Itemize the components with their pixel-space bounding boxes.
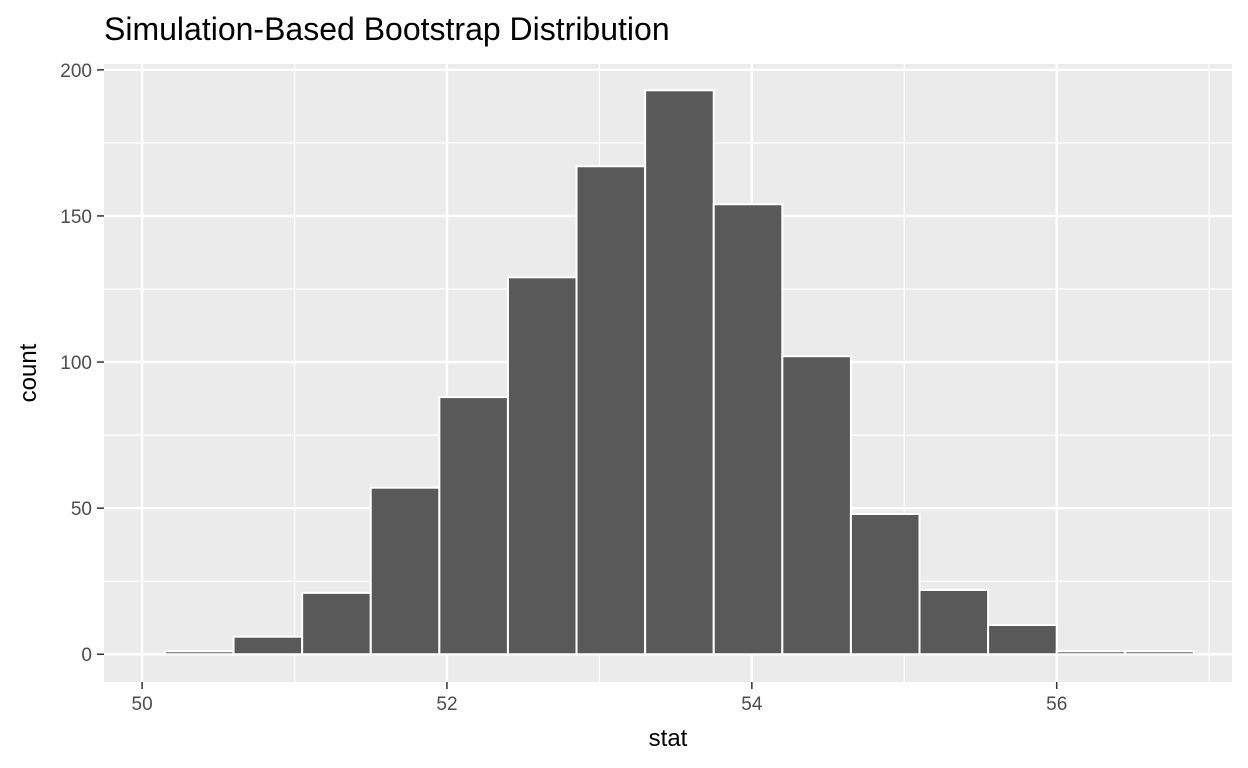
histogram-bar xyxy=(575,165,647,656)
histogram-bar xyxy=(232,635,304,656)
histogram-bar xyxy=(1124,650,1195,656)
x-axis-label: stat xyxy=(649,725,688,752)
y-tick-label: 0 xyxy=(81,645,92,666)
x-tick-label: 56 xyxy=(1046,694,1067,715)
y-tick-label: 50 xyxy=(71,499,92,520)
histogram-bar xyxy=(781,355,852,656)
y-axis-label: count xyxy=(15,343,42,402)
y-tick-label: 200 xyxy=(60,61,92,82)
y-tick-label: 100 xyxy=(60,353,92,374)
x-tick-label: 50 xyxy=(132,694,153,715)
histogram-bar xyxy=(301,591,372,656)
histogram-bar xyxy=(506,276,578,656)
histogram-bar xyxy=(712,203,784,656)
histogram-bar xyxy=(987,624,1058,656)
histogram-bar xyxy=(369,486,441,656)
y-tick-label: 150 xyxy=(60,207,92,228)
histogram-bar xyxy=(849,512,921,656)
x-tick-label: 54 xyxy=(741,694,763,715)
histogram-bars xyxy=(163,89,1195,656)
histogram-bar xyxy=(438,396,509,656)
histogram-bar xyxy=(163,650,235,656)
x-axis-ticks: 50 52 54 56 xyxy=(132,682,1067,715)
histogram-bar xyxy=(918,588,990,656)
x-tick-label: 52 xyxy=(436,694,457,715)
histogram-bar xyxy=(644,89,715,656)
y-axis-ticks: 0 50 100 150 200 xyxy=(60,61,104,666)
histogram-bar xyxy=(1055,650,1127,656)
chart-title: Simulation-Based Bootstrap Distribution xyxy=(104,11,670,47)
